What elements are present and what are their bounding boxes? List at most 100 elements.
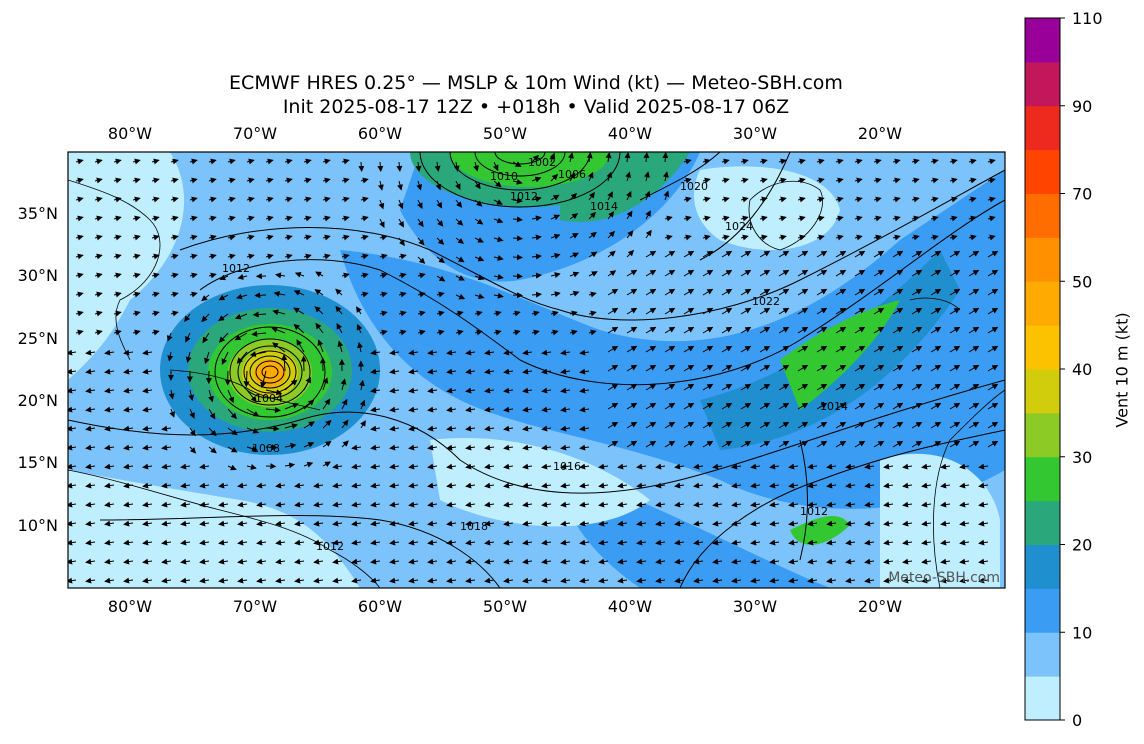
wind-arrow: [721, 234, 730, 241]
wind-arrow: [940, 558, 951, 565]
wind-arrow: [626, 269, 638, 277]
wind-arrow: [968, 196, 977, 203]
wind-arrow: [759, 250, 771, 258]
wind-arrow: [370, 463, 381, 470]
lat-label: 10°N: [18, 516, 58, 535]
wind-arrow: [864, 463, 875, 470]
colorbar-segment: [1025, 325, 1060, 370]
wind-arrow: [617, 539, 628, 546]
wind-arrow: [522, 387, 533, 394]
wind-arrow: [315, 322, 324, 334]
wind-arrow: [322, 253, 331, 260]
wind-arrow: [702, 288, 714, 296]
wind-arrow: [560, 387, 571, 394]
wind-arrow: [303, 399, 315, 410]
lon-label: 70°W: [233, 597, 277, 616]
wind-arrow: [835, 364, 847, 372]
wind-arrow: [579, 425, 590, 432]
wind-arrow: [204, 351, 210, 365]
wind-arrow: [151, 196, 160, 203]
wind-arrow: [579, 444, 590, 451]
wind-arrow: [721, 215, 730, 222]
wind-arrow: [303, 253, 312, 260]
wind-arrow: [541, 406, 552, 413]
wind-arrow: [484, 349, 495, 356]
wind-arrow: [712, 539, 723, 546]
wind-arrow: [598, 482, 609, 489]
wind-arrow: [503, 539, 514, 546]
wind-arrow: [303, 234, 312, 241]
wind-arrow: [645, 364, 657, 372]
colorbar-segment: [1025, 237, 1060, 282]
wind-arrow: [208, 196, 217, 203]
wind-arrow: [94, 158, 103, 165]
wind-arrow: [389, 501, 400, 508]
wind-arrow: [930, 196, 939, 203]
wind-arrow: [873, 421, 885, 429]
colorbar-segment: [1025, 18, 1060, 63]
wind-arrow: [170, 177, 179, 184]
wind-arrow: [503, 520, 514, 527]
wind-arrow: [436, 310, 445, 317]
wind-arrow: [731, 539, 742, 546]
wind-arrow: [531, 253, 542, 260]
wind-arrow: [293, 323, 305, 334]
wind-arrow: [586, 152, 593, 163]
wind-arrow: [161, 444, 172, 451]
wind-arrow: [740, 364, 752, 372]
wind-arrow: [797, 269, 809, 277]
wind-arrow: [167, 351, 174, 362]
wind-arrow: [854, 440, 866, 448]
wind-arrow: [465, 387, 476, 394]
wind-arrow: [607, 440, 619, 448]
wind-arrow: [427, 406, 438, 413]
wind-arrow: [484, 368, 495, 375]
wind-arrow: [541, 501, 552, 508]
wind-arrow: [398, 310, 407, 317]
wind-arrow: [370, 368, 381, 375]
wind-arrow: [408, 425, 419, 432]
wind-arrow: [740, 177, 749, 184]
wind-arrow: [208, 215, 217, 222]
wind-arrow: [607, 270, 617, 277]
wind-arrow: [693, 482, 704, 489]
wind-arrow: [427, 539, 438, 546]
wind-arrow: [902, 463, 913, 470]
wind-arrow: [341, 419, 349, 429]
wind-arrow: [427, 444, 438, 451]
wind-arrow: [579, 482, 590, 489]
wind-arrow: [835, 177, 844, 184]
wind-arrow: [227, 177, 236, 184]
wind-arrow: [417, 218, 424, 228]
wind-arrow: [693, 520, 704, 527]
wind-arrow: [104, 349, 115, 356]
wind-arrow: [987, 345, 999, 353]
wind-arrow: [788, 558, 799, 565]
wind-arrow: [683, 196, 692, 203]
wind-arrow: [911, 440, 923, 448]
wind-arrow: [835, 345, 847, 353]
wind-arrow: [902, 482, 913, 489]
wind-arrow: [284, 423, 298, 429]
wind-arrow: [189, 446, 197, 454]
wind-arrow: [123, 349, 134, 356]
wind-arrow: [959, 501, 970, 508]
wind-arrow: [322, 215, 331, 222]
wind-arrow: [674, 482, 685, 489]
wind-arrow: [778, 421, 790, 429]
wind-arrow: [474, 255, 485, 262]
wind-arrow: [664, 250, 676, 258]
wind-arrow: [151, 215, 160, 222]
colorbar-tick-label: 0: [1072, 711, 1082, 730]
wind-arrow: [740, 345, 752, 353]
wind-arrow: [465, 425, 476, 432]
wind-arrow: [664, 345, 676, 353]
wind-arrow: [778, 250, 790, 258]
wind-arrow: [284, 253, 293, 260]
wind-arrow: [465, 577, 476, 584]
wind-arrow: [664, 383, 676, 391]
wind-arrow: [104, 444, 115, 451]
wind-arrow: [617, 520, 628, 527]
wind-arrow: [151, 310, 160, 317]
wind-arrow: [123, 539, 134, 546]
